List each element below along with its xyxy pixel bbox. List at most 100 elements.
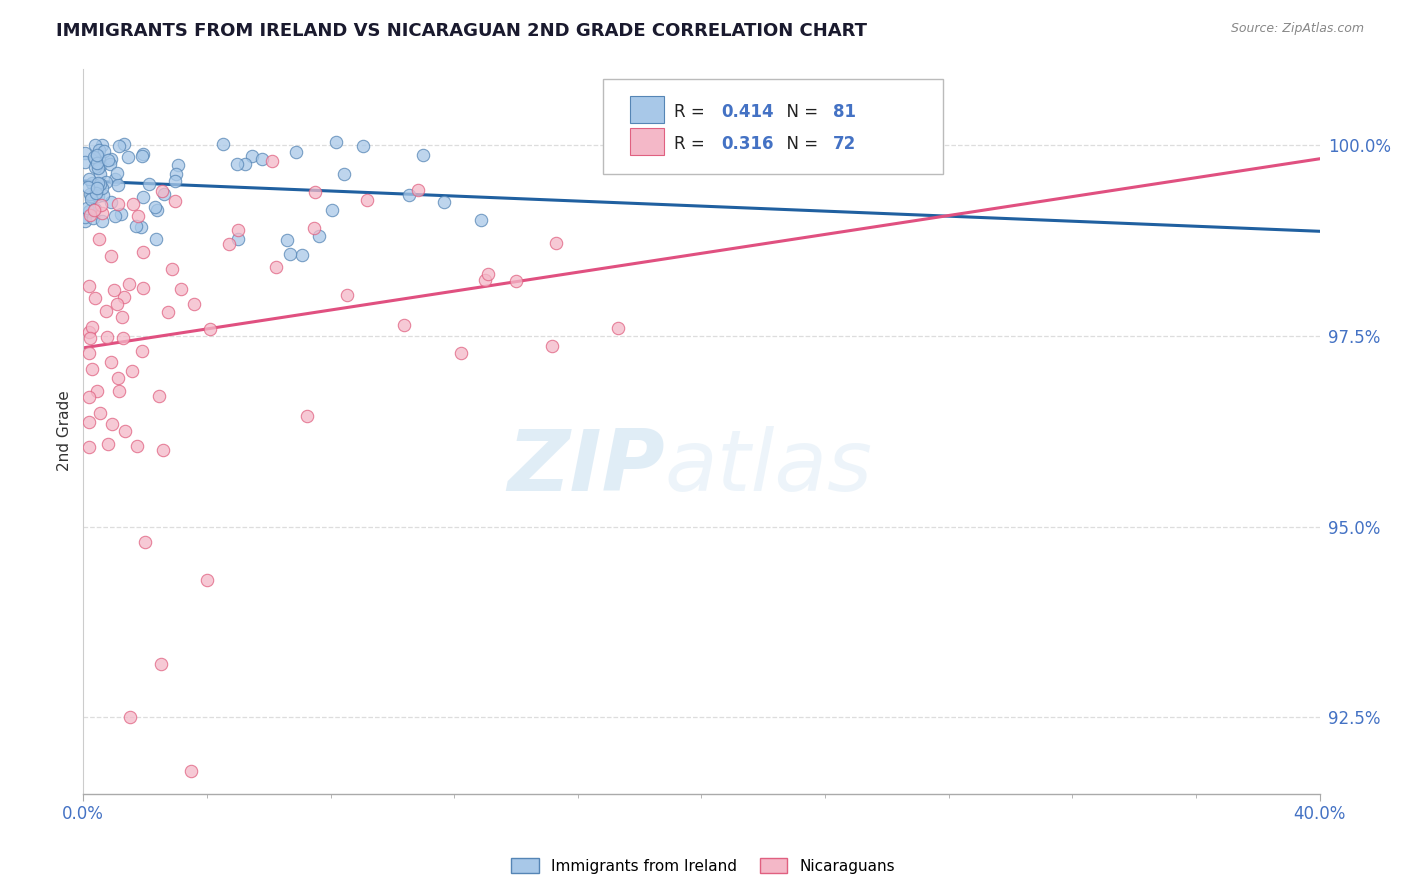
Point xyxy=(79,346,101,360)
Point xyxy=(127,209,149,223)
Point xyxy=(87,150,110,164)
Bar xyxy=(630,95,665,123)
Point xyxy=(240,148,263,162)
Point xyxy=(398,187,420,202)
Point xyxy=(77,203,100,218)
Point xyxy=(84,138,107,153)
Point xyxy=(86,157,108,171)
Point xyxy=(90,206,112,220)
Point xyxy=(107,178,129,193)
Point xyxy=(152,442,174,457)
Point xyxy=(129,219,152,234)
Point xyxy=(150,184,173,198)
Point xyxy=(180,764,202,778)
Point xyxy=(100,152,122,166)
Text: R =: R = xyxy=(675,103,710,121)
Point xyxy=(356,193,378,207)
Point xyxy=(80,189,103,203)
Point xyxy=(100,249,122,263)
Point xyxy=(228,232,250,246)
Point xyxy=(276,233,298,247)
Point xyxy=(89,178,111,192)
Point xyxy=(233,157,256,171)
Point xyxy=(121,364,143,378)
Text: R =: R = xyxy=(675,135,710,153)
Point xyxy=(89,406,111,420)
Point xyxy=(79,278,101,293)
Point xyxy=(321,203,343,218)
Point xyxy=(162,262,184,277)
Point xyxy=(80,177,103,191)
Point xyxy=(73,154,96,169)
Point xyxy=(250,153,273,167)
Point xyxy=(77,172,100,186)
Point xyxy=(148,389,170,403)
Y-axis label: 2nd Grade: 2nd Grade xyxy=(58,391,72,472)
Point xyxy=(83,202,105,217)
Point xyxy=(89,143,111,157)
Point xyxy=(325,135,347,149)
Point xyxy=(121,197,143,211)
Point xyxy=(200,322,222,336)
Point xyxy=(262,154,284,169)
Point xyxy=(145,232,167,246)
Point xyxy=(470,213,492,227)
Point xyxy=(77,180,100,194)
Point xyxy=(87,189,110,203)
Point xyxy=(165,194,187,208)
Point xyxy=(131,343,153,358)
Bar xyxy=(630,128,665,155)
Point xyxy=(91,137,114,152)
Point xyxy=(112,290,135,304)
Point xyxy=(94,304,117,318)
Point xyxy=(264,260,287,275)
Point xyxy=(107,371,129,385)
Point xyxy=(83,160,105,174)
Point xyxy=(73,146,96,161)
Point xyxy=(82,362,104,376)
Point xyxy=(100,195,122,210)
Legend: Immigrants from Ireland, Nicaraguans: Immigrants from Ireland, Nicaraguans xyxy=(505,852,901,880)
Point xyxy=(125,439,148,453)
Point xyxy=(75,214,97,228)
Text: 0.316: 0.316 xyxy=(721,135,773,153)
Point xyxy=(118,710,141,724)
Point xyxy=(134,534,156,549)
Point xyxy=(145,200,167,214)
Point xyxy=(112,136,135,151)
Point xyxy=(79,331,101,345)
Point xyxy=(86,384,108,399)
Point xyxy=(75,210,97,224)
Point xyxy=(138,177,160,191)
Point xyxy=(90,198,112,212)
Point xyxy=(82,320,104,334)
Point xyxy=(79,390,101,404)
Point xyxy=(117,150,139,164)
Point xyxy=(112,331,135,345)
Point xyxy=(90,181,112,195)
Point xyxy=(83,150,105,164)
Point xyxy=(225,157,247,171)
Point xyxy=(540,339,562,353)
Point xyxy=(450,346,472,360)
Point xyxy=(278,247,301,261)
Point xyxy=(87,232,110,246)
Point xyxy=(79,208,101,222)
Point xyxy=(82,211,104,225)
Point xyxy=(546,236,568,251)
FancyBboxPatch shape xyxy=(603,79,942,174)
Point xyxy=(104,172,127,186)
Point xyxy=(97,437,120,451)
Point xyxy=(156,305,179,319)
Point xyxy=(105,297,128,311)
Point xyxy=(108,139,131,153)
Point xyxy=(291,248,314,262)
Point xyxy=(86,156,108,170)
Point xyxy=(132,281,155,295)
Point xyxy=(86,186,108,200)
Point xyxy=(606,321,628,335)
Point xyxy=(98,157,121,171)
Point xyxy=(336,287,359,301)
Point xyxy=(83,202,105,217)
Point xyxy=(125,219,148,233)
